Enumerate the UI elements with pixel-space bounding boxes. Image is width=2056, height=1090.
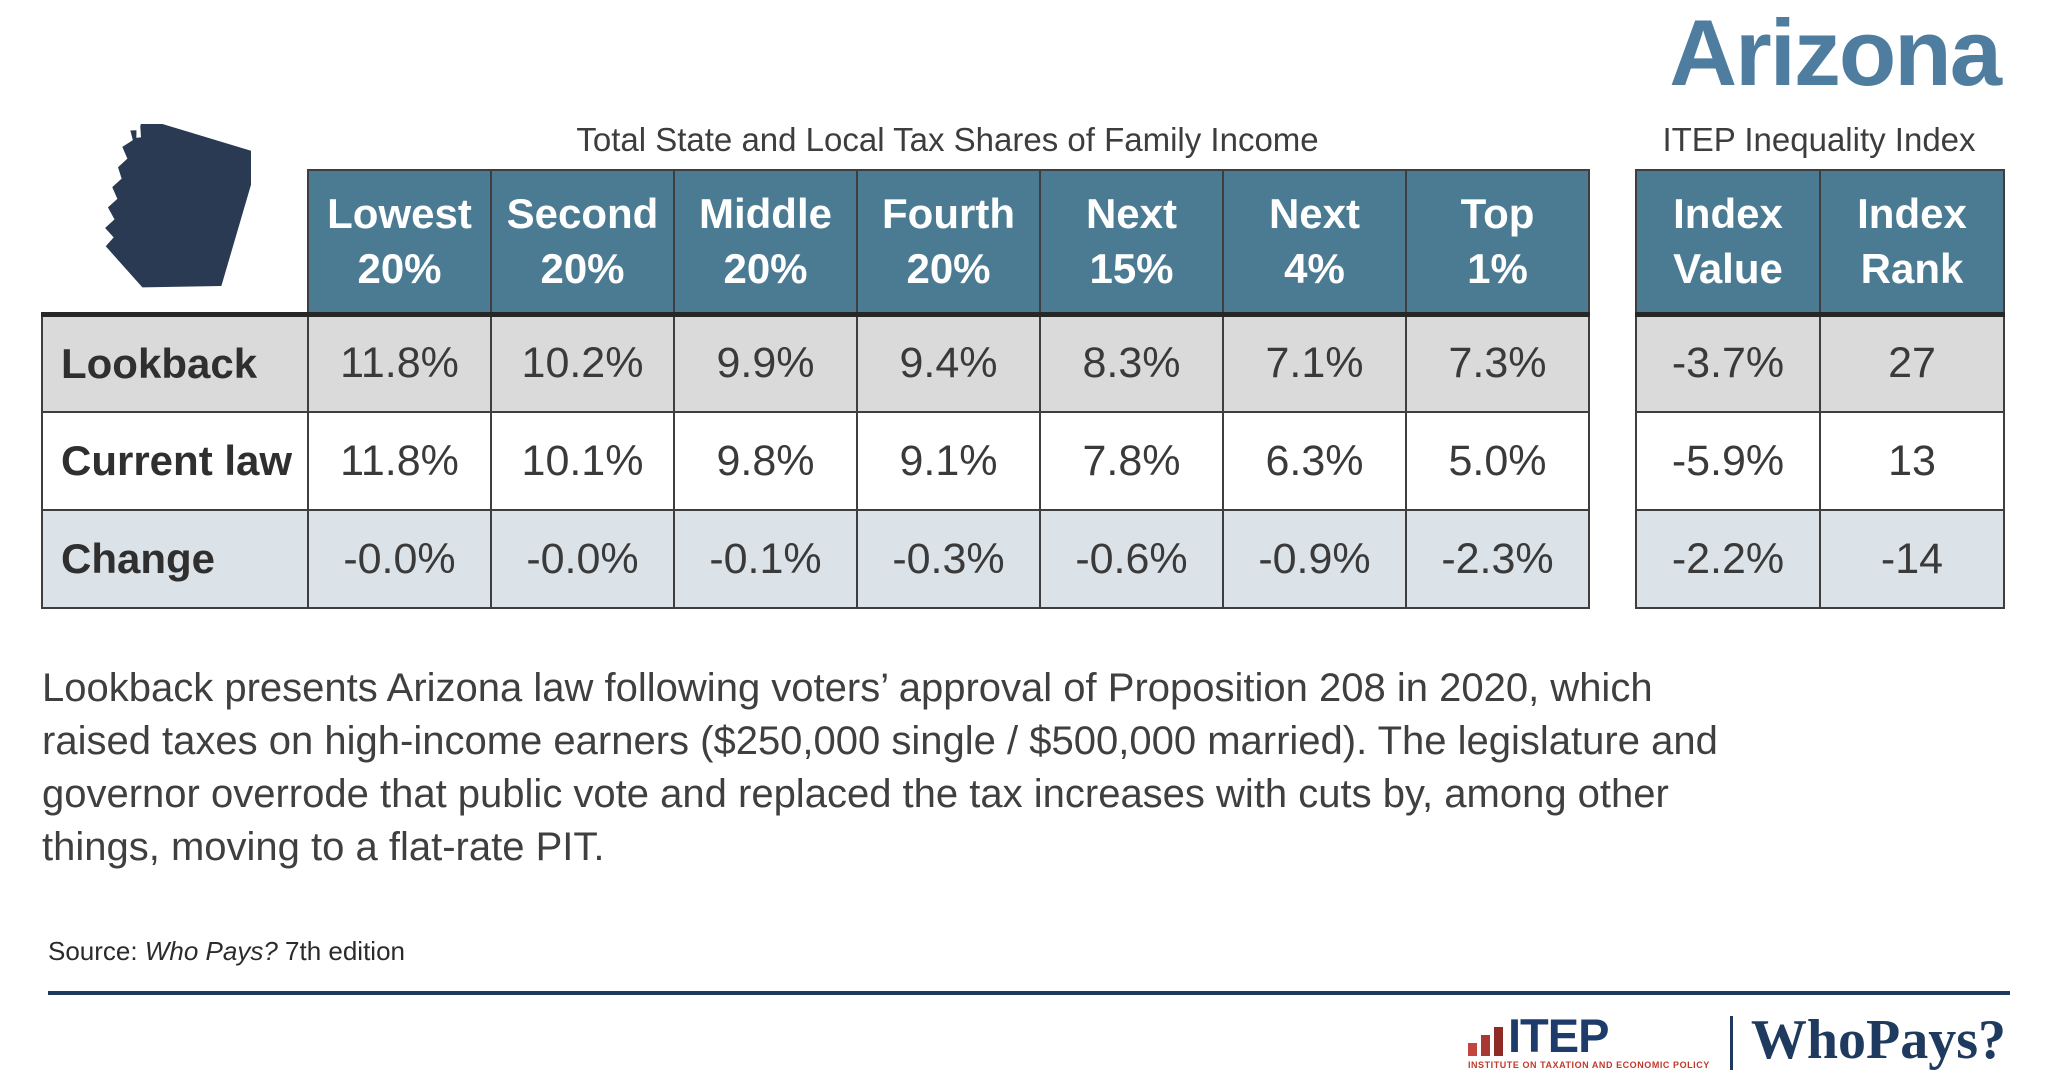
table-cell: -0.0% — [307, 509, 492, 609]
row-label-change: Change — [41, 509, 309, 609]
header-row: Lowest 20% Second 20% Middle 20% Fourth 20% … — [42, 169, 1590, 315]
table-cell: 11.8% — [307, 311, 492, 413]
footer-logos: ITEP INSTITUTE ON TAXATION AND ECONOMIC … — [1467, 1009, 2006, 1074]
table-row-lookback: -3.7% 27 — [1635, 311, 2005, 413]
column-header-middle-20: Middle 20% — [673, 169, 858, 315]
table-cell: 10.1% — [490, 411, 675, 511]
table-cell: 7.1% — [1222, 311, 1407, 413]
table-cell: -5.9% — [1635, 411, 1821, 511]
column-header-second-20: Second 20% — [490, 169, 675, 315]
column-header-index-rank: Index Rank — [1819, 169, 2005, 315]
source-work-title: Who Pays? — [144, 936, 278, 966]
table-cell: -3.7% — [1635, 311, 1821, 413]
table-cell: -0.9% — [1222, 509, 1407, 609]
table-cell: 5.0% — [1405, 411, 1590, 511]
row-label-current-law: Current law — [41, 411, 309, 511]
table-cell: 7.8% — [1039, 411, 1224, 511]
table-row-change: Change -0.0% -0.0% -0.1% -0.3% -0.6% -0.… — [41, 509, 1590, 609]
itep-wordmark: ITEP — [1507, 1009, 1609, 1062]
table-cell: 6.3% — [1222, 411, 1407, 511]
table-cell: 7.3% — [1405, 311, 1590, 413]
source-suffix: 7th edition — [277, 936, 405, 966]
table-cell: -0.6% — [1039, 509, 1224, 609]
paragraph-line: governor overrode that public vote and r… — [42, 772, 1669, 816]
header-row: Index Value Index Rank — [1635, 169, 2005, 315]
column-header-top-1: Top 1% — [1405, 169, 1590, 315]
table-cell: -2.2% — [1635, 509, 1821, 609]
table-cell: -14 — [1819, 509, 2005, 609]
footer-divider — [48, 991, 2010, 995]
inequality-index-table: Index Value Index Rank -3.7% 27 -5.9% 13 -… — [1635, 169, 2005, 609]
paragraph-line: Lookback presents Arizona law following … — [42, 666, 1653, 710]
table-cell: 9.8% — [673, 411, 858, 511]
row-label-lookback: Lookback — [41, 311, 309, 413]
table-cell: -0.0% — [490, 509, 675, 609]
itep-logo: ITEP INSTITUTE ON TAXATION AND ECONOMIC … — [1467, 1009, 1710, 1070]
corner-cell — [42, 170, 308, 314]
table-cell: 9.4% — [856, 311, 1041, 413]
table-row-current-law: -5.9% 13 — [1635, 411, 2005, 511]
tax-shares-table: Lowest 20% Second 20% Middle 20% Fourth 20% … — [41, 169, 1590, 609]
table-cell: 9.9% — [673, 311, 858, 413]
table-cell: -0.1% — [673, 509, 858, 609]
itep-tagline: INSTITUTE ON TAXATION AND ECONOMIC POLIC… — [1467, 1060, 1710, 1070]
index-table-caption: ITEP Inequality Index — [1662, 121, 1976, 158]
column-header-next-4: Next 4% — [1222, 169, 1407, 315]
table-cell: -0.3% — [856, 509, 1041, 609]
table-cell: 10.2% — [490, 311, 675, 413]
whopays-wordmark: WhoPays? — [1750, 1009, 2006, 1071]
table-cell: 11.8% — [307, 411, 492, 511]
paragraph-line: things, moving to a flat-rate PIT. — [42, 825, 605, 869]
logo-separator — [1729, 1016, 1733, 1070]
table-cell: 27 — [1819, 311, 2005, 413]
main-table-caption: Total State and Local Tax Shares of Fami… — [576, 121, 1319, 158]
column-header-fourth-20: Fourth 20% — [856, 169, 1041, 315]
table-cell: 9.1% — [856, 411, 1041, 511]
table-cell: -2.3% — [1405, 509, 1590, 609]
page-title: Arizona — [1669, 0, 2002, 105]
column-header-lowest-20: Lowest 20% — [307, 169, 492, 315]
source-prefix: Source: — [48, 936, 145, 966]
table-row-change: -2.2% -14 — [1635, 509, 2005, 609]
table-row-current-law: Current law 11.8% 10.1% 9.8% 9.1% 7.8% 6… — [41, 411, 1590, 511]
itep-bar-chart-icon — [1467, 1027, 1503, 1056]
table-cell: 13 — [1819, 411, 2005, 511]
paragraph-line: raised taxes on high-income earners ($25… — [42, 719, 1718, 763]
source-line: Source: Who Pays? 7th edition — [48, 936, 405, 967]
description-paragraph: Lookback presents Arizona law following … — [42, 662, 2002, 874]
column-header-index-value: Index Value — [1635, 169, 1821, 315]
arizona-state-map-icon — [105, 124, 251, 288]
column-header-next-15: Next 15% — [1039, 169, 1224, 315]
table-cell: 8.3% — [1039, 311, 1224, 413]
table-row-lookback: Lookback 11.8% 10.2% 9.9% 9.4% 8.3% 7.1%… — [41, 311, 1590, 413]
